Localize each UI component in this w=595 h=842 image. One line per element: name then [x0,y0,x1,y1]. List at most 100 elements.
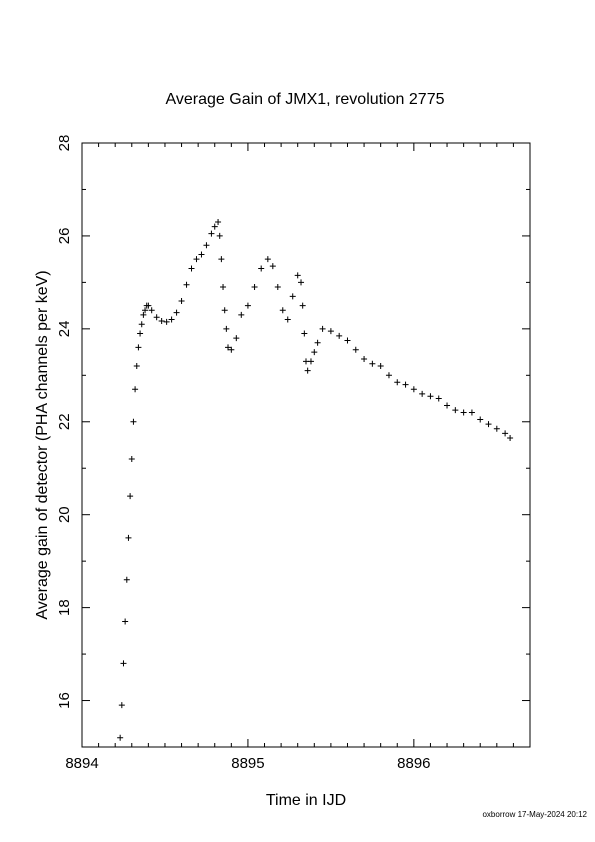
y-tick-label: 22 [56,413,73,430]
data-point [153,314,160,321]
data-point [163,318,170,325]
data-point [304,367,311,374]
y-tick-label: 26 [56,228,73,245]
data-point [198,251,205,258]
data-point [128,455,135,462]
x-axis-label: Time in IJD [266,792,346,809]
data-point [142,307,149,314]
data-point [178,297,185,304]
data-point [377,363,384,370]
data-point [140,311,147,318]
data-point [298,279,305,286]
data-point [188,265,195,272]
data-point [369,360,376,367]
data-point [225,344,232,351]
data-point [493,425,500,432]
data-point [299,302,306,309]
data-point [307,358,314,365]
data-point [251,284,258,291]
data-point [183,281,190,288]
data-point [301,330,308,337]
data-point [394,379,401,386]
data-point [327,328,334,335]
x-tick-label: 8895 [231,755,264,772]
data-point [211,223,218,230]
data-point [203,242,210,249]
data-point [117,734,124,741]
data-point [385,372,392,379]
data-point [208,230,215,237]
x-tick-label: 8896 [397,755,430,772]
data-point [221,307,228,314]
data-point [127,493,134,500]
data-point [274,284,281,291]
data-point [477,416,484,423]
data-point [361,356,368,363]
data-point [269,263,276,270]
data-point [279,307,286,314]
data-point [132,386,139,393]
data-point [120,660,127,667]
data-point [216,232,223,239]
data-point [158,317,165,324]
data-point [427,393,434,400]
data-point [294,272,301,279]
data-point [130,418,137,425]
data-point [220,284,227,291]
data-point [193,256,200,263]
data-point [137,330,144,337]
data-point [148,307,155,314]
chart-title: Average Gain of JMX1, revolution 2775 [166,91,445,108]
axis-ticks: 8894 8895 8896 16 18 20 22 24 26 28 [56,135,531,772]
data-point [452,407,459,414]
y-tick-label: 18 [56,599,73,616]
data-point [135,344,142,351]
data-point [168,316,175,323]
data-point [228,346,235,353]
data-point [502,430,509,437]
data-point [238,311,245,318]
data-point [444,402,451,409]
data-point [460,409,467,416]
y-tick-label: 16 [56,692,73,709]
data-point [336,332,343,339]
data-point [244,302,251,309]
data-point [311,349,318,356]
data-point [145,302,152,309]
data-point [468,409,475,416]
data-point [123,576,130,583]
data-point [264,256,271,263]
data-point [258,265,265,272]
data-point [215,218,222,225]
data-point [344,337,351,344]
data-point [122,618,129,625]
data-point [218,256,225,263]
data-point [314,339,321,346]
y-tick-label: 20 [56,506,73,523]
data-point [410,386,417,393]
data-point [133,363,140,370]
footer-timestamp: oxborrow 17-May-2024 20:12 [482,810,587,819]
data-point [233,335,240,342]
data-point [125,534,132,541]
data-point [507,435,514,442]
data-point [485,421,492,428]
plot-frame [81,142,531,748]
data-point [284,316,291,323]
data-point [352,346,359,353]
data-point [289,293,296,300]
data-point [402,381,409,388]
y-tick-label: 24 [56,321,73,338]
data-point [419,390,426,397]
data-point [138,321,145,328]
data-point [173,309,180,316]
x-tick-label: 8894 [65,755,98,772]
y-tick-label: 28 [56,135,73,152]
data-point [435,395,442,402]
data-point [118,702,125,709]
y-axis-label: Average gain of detector (PHA channels p… [34,270,51,619]
data-point [319,325,326,332]
data-point [223,325,230,332]
data-points [117,218,514,741]
